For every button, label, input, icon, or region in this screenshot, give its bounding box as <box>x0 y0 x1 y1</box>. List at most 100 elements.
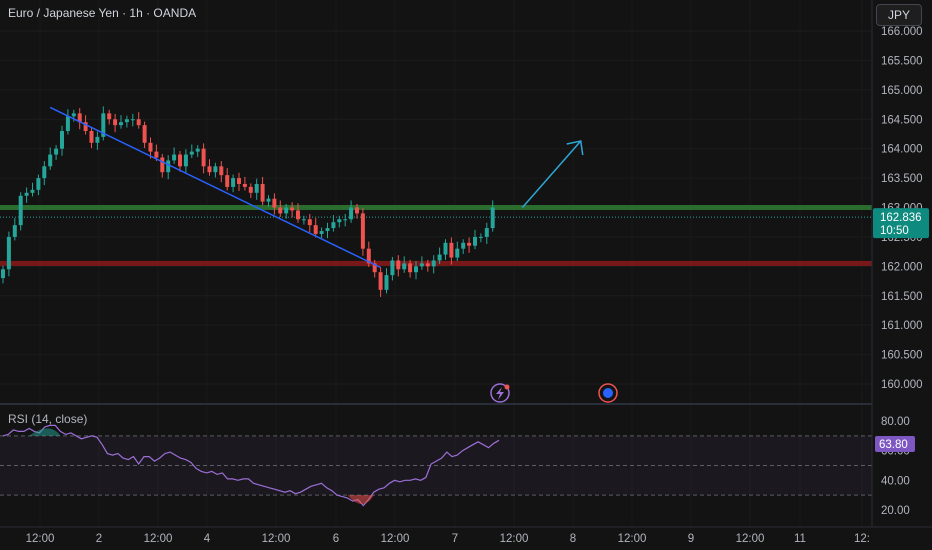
rsi-value-tag <box>875 436 915 453</box>
rsi-tick-label: 40.00 <box>881 475 910 487</box>
candle-body <box>54 148 59 155</box>
price-tick-label: 160.000 <box>881 379 923 391</box>
candle-body <box>378 272 383 290</box>
time-tick-label: 12:00 <box>500 533 529 545</box>
candle-body <box>124 119 129 123</box>
candle-body <box>402 263 407 270</box>
rsi-line <box>2 424 500 507</box>
candle-body <box>101 113 106 137</box>
candle-body <box>248 186 253 193</box>
candle-body <box>266 198 271 202</box>
lightning-icon[interactable] <box>490 383 510 403</box>
candle-body <box>18 195 23 226</box>
candle-body <box>12 225 17 237</box>
candle-body <box>95 136 100 143</box>
candle-body <box>296 210 300 220</box>
candle-body <box>201 148 206 167</box>
rsi-tick-label: 80.00 <box>881 416 910 428</box>
candle-body <box>89 131 94 143</box>
candle-body <box>154 151 159 158</box>
candle-body <box>355 207 359 214</box>
support-line <box>0 260 872 266</box>
candle-body <box>372 263 377 273</box>
trendline <box>49 106 381 269</box>
candle-body <box>213 166 218 173</box>
time-tick-label: 12:00 <box>26 533 55 545</box>
candle-body <box>414 266 418 273</box>
rsi-value: 63.80 <box>879 439 908 451</box>
candle-body <box>360 213 365 249</box>
candle-body <box>136 119 141 126</box>
candle-body <box>130 119 135 121</box>
time-tick-label: 11 <box>794 533 806 545</box>
last-price-tag <box>873 208 929 239</box>
candle-body <box>219 166 224 176</box>
candle-body <box>419 263 424 267</box>
candle-body <box>36 178 41 190</box>
candle-body <box>142 125 147 143</box>
candle-body <box>490 207 495 229</box>
resistance-line <box>0 205 872 210</box>
time-tick-label: 4 <box>204 533 211 545</box>
currency-button[interactable]: JPY <box>876 4 922 26</box>
candle-body <box>408 263 413 273</box>
candle-body <box>30 189 35 193</box>
candle-body <box>272 198 277 208</box>
lightning-icon-bolt <box>496 387 504 400</box>
price-tick-label: 161.000 <box>881 320 923 332</box>
candle-body <box>107 113 112 120</box>
candle-body <box>467 242 472 246</box>
candle-body <box>189 151 194 155</box>
price-tick-label: 160.500 <box>881 350 923 362</box>
candle-body <box>24 192 29 196</box>
candle-body <box>60 131 64 149</box>
candle-body <box>183 154 188 167</box>
target-icon[interactable] <box>598 383 618 403</box>
drawings <box>49 106 584 269</box>
candle-body <box>172 154 177 161</box>
time-tick-label: 9 <box>688 533 694 545</box>
candle-body <box>166 160 171 173</box>
candle-body <box>425 263 430 267</box>
candles <box>1 106 495 297</box>
price-tick-label: 166.000 <box>881 26 923 38</box>
candle-body <box>455 248 460 258</box>
price-tick-label: 161.500 <box>881 291 923 303</box>
time-tick-label: 12:00 <box>381 533 410 545</box>
candle-body <box>83 122 88 132</box>
time-tick-label: 12:00 <box>262 533 291 545</box>
candle-body <box>396 260 401 270</box>
candle-body <box>6 236 11 270</box>
candle-body <box>242 183 247 187</box>
candle-body <box>284 207 289 214</box>
candle-body <box>449 242 454 258</box>
candle-body <box>443 242 448 255</box>
candle-body <box>331 222 336 229</box>
candle-body <box>113 119 118 126</box>
lightning-icon-ring <box>490 383 510 403</box>
target-icon-inner <box>603 388 613 398</box>
candle-body <box>207 166 212 173</box>
rsi-tick-label: 20.00 <box>881 505 910 517</box>
candle-body <box>278 207 283 214</box>
candle-body <box>478 236 483 238</box>
rsi-label[interactable]: RSI (14, close) <box>8 412 88 426</box>
candle-body <box>366 248 371 264</box>
rsi-overbought-fill <box>29 428 61 436</box>
candle-body <box>337 219 342 223</box>
last-price-value: 162.836 <box>880 212 922 224</box>
time-tick-label: 2 <box>96 533 102 545</box>
price-tick-label: 165.000 <box>881 85 923 97</box>
symbol-title[interactable]: Euro / Japanese Yen · 1h · OANDA <box>8 6 197 20</box>
candle-body <box>254 183 259 193</box>
candle-body <box>48 154 53 167</box>
target-icon-outer <box>598 383 618 403</box>
candle-body <box>301 219 306 221</box>
time-tick-label: 12: <box>854 533 870 545</box>
rsi-pane <box>0 424 872 507</box>
notification-dot <box>504 384 510 390</box>
time-tick-label: 12:00 <box>736 533 765 545</box>
candle-body <box>119 122 123 126</box>
